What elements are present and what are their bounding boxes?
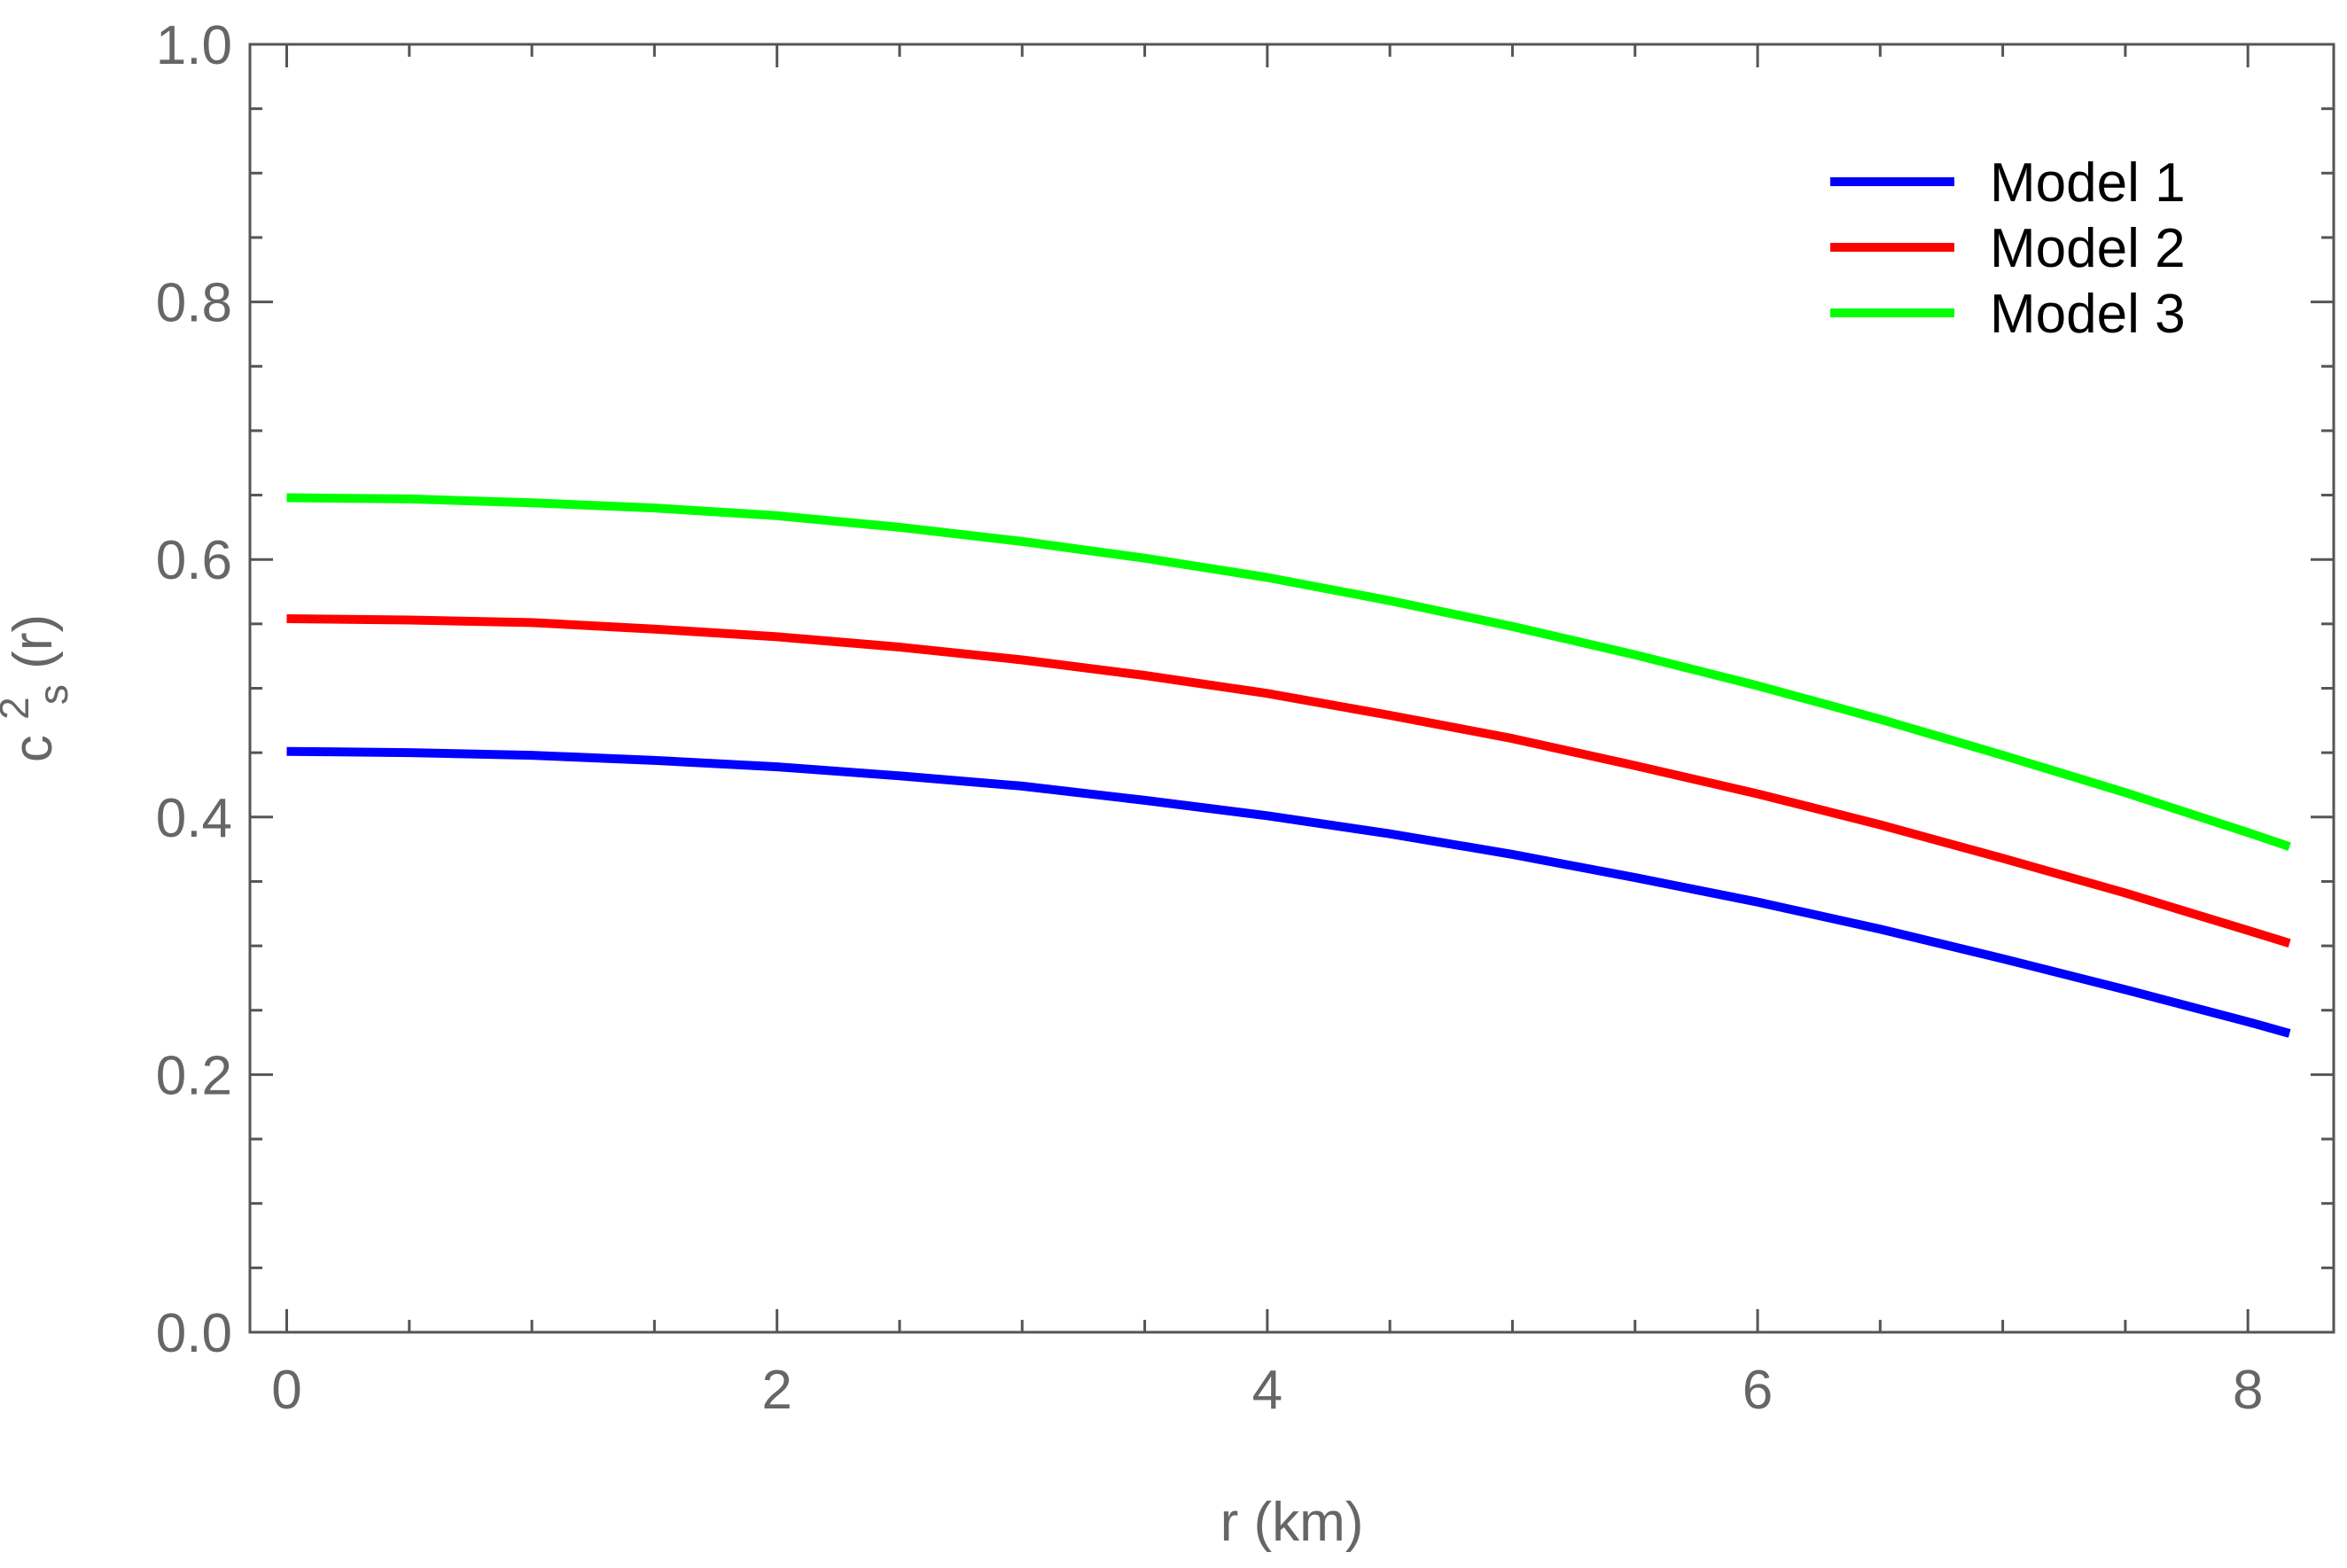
- x-tick-label: 2: [761, 1360, 791, 1421]
- y-tick-label: 1.0: [156, 15, 232, 76]
- y-axis-label-superscript: 2: [0, 697, 37, 720]
- y-axis-label-suffix: (r): [3, 614, 64, 669]
- series-line-model-1: [286, 746, 2291, 1038]
- series-line-model-3: [286, 493, 2291, 851]
- x-tick-label: 0: [271, 1360, 301, 1421]
- x-axis-label: r (km): [1220, 1492, 1364, 1553]
- y-tick-label: 0.4: [156, 788, 232, 849]
- legend-label-model-2: Model 2: [1990, 218, 2186, 279]
- legend-label-model-1: Model 1: [1990, 152, 2186, 214]
- y-tick-label: 0.6: [156, 530, 232, 591]
- series-layer: [286, 493, 2291, 1038]
- series-line-model-2: [286, 614, 2291, 948]
- x-tick-label: 6: [1743, 1360, 1773, 1421]
- legend-label-model-3: Model 3: [1990, 284, 2186, 345]
- axes-layer: 0 2 4 6 8 0.0 0.2 0.4 0.6 0.8 1.0: [156, 15, 2334, 1421]
- x-tick-label: 8: [2233, 1360, 2263, 1421]
- y-tick-label: 0.2: [156, 1045, 232, 1106]
- y-tick-label: 0.8: [156, 273, 232, 334]
- y-axis-label: c 2 s (r): [0, 614, 80, 762]
- y-tick-label: 0.0: [156, 1303, 232, 1364]
- y-axis-label-base: c: [3, 735, 64, 762]
- x-tick-label: 4: [1252, 1360, 1283, 1421]
- y-axis-label-subscript: s: [30, 684, 76, 705]
